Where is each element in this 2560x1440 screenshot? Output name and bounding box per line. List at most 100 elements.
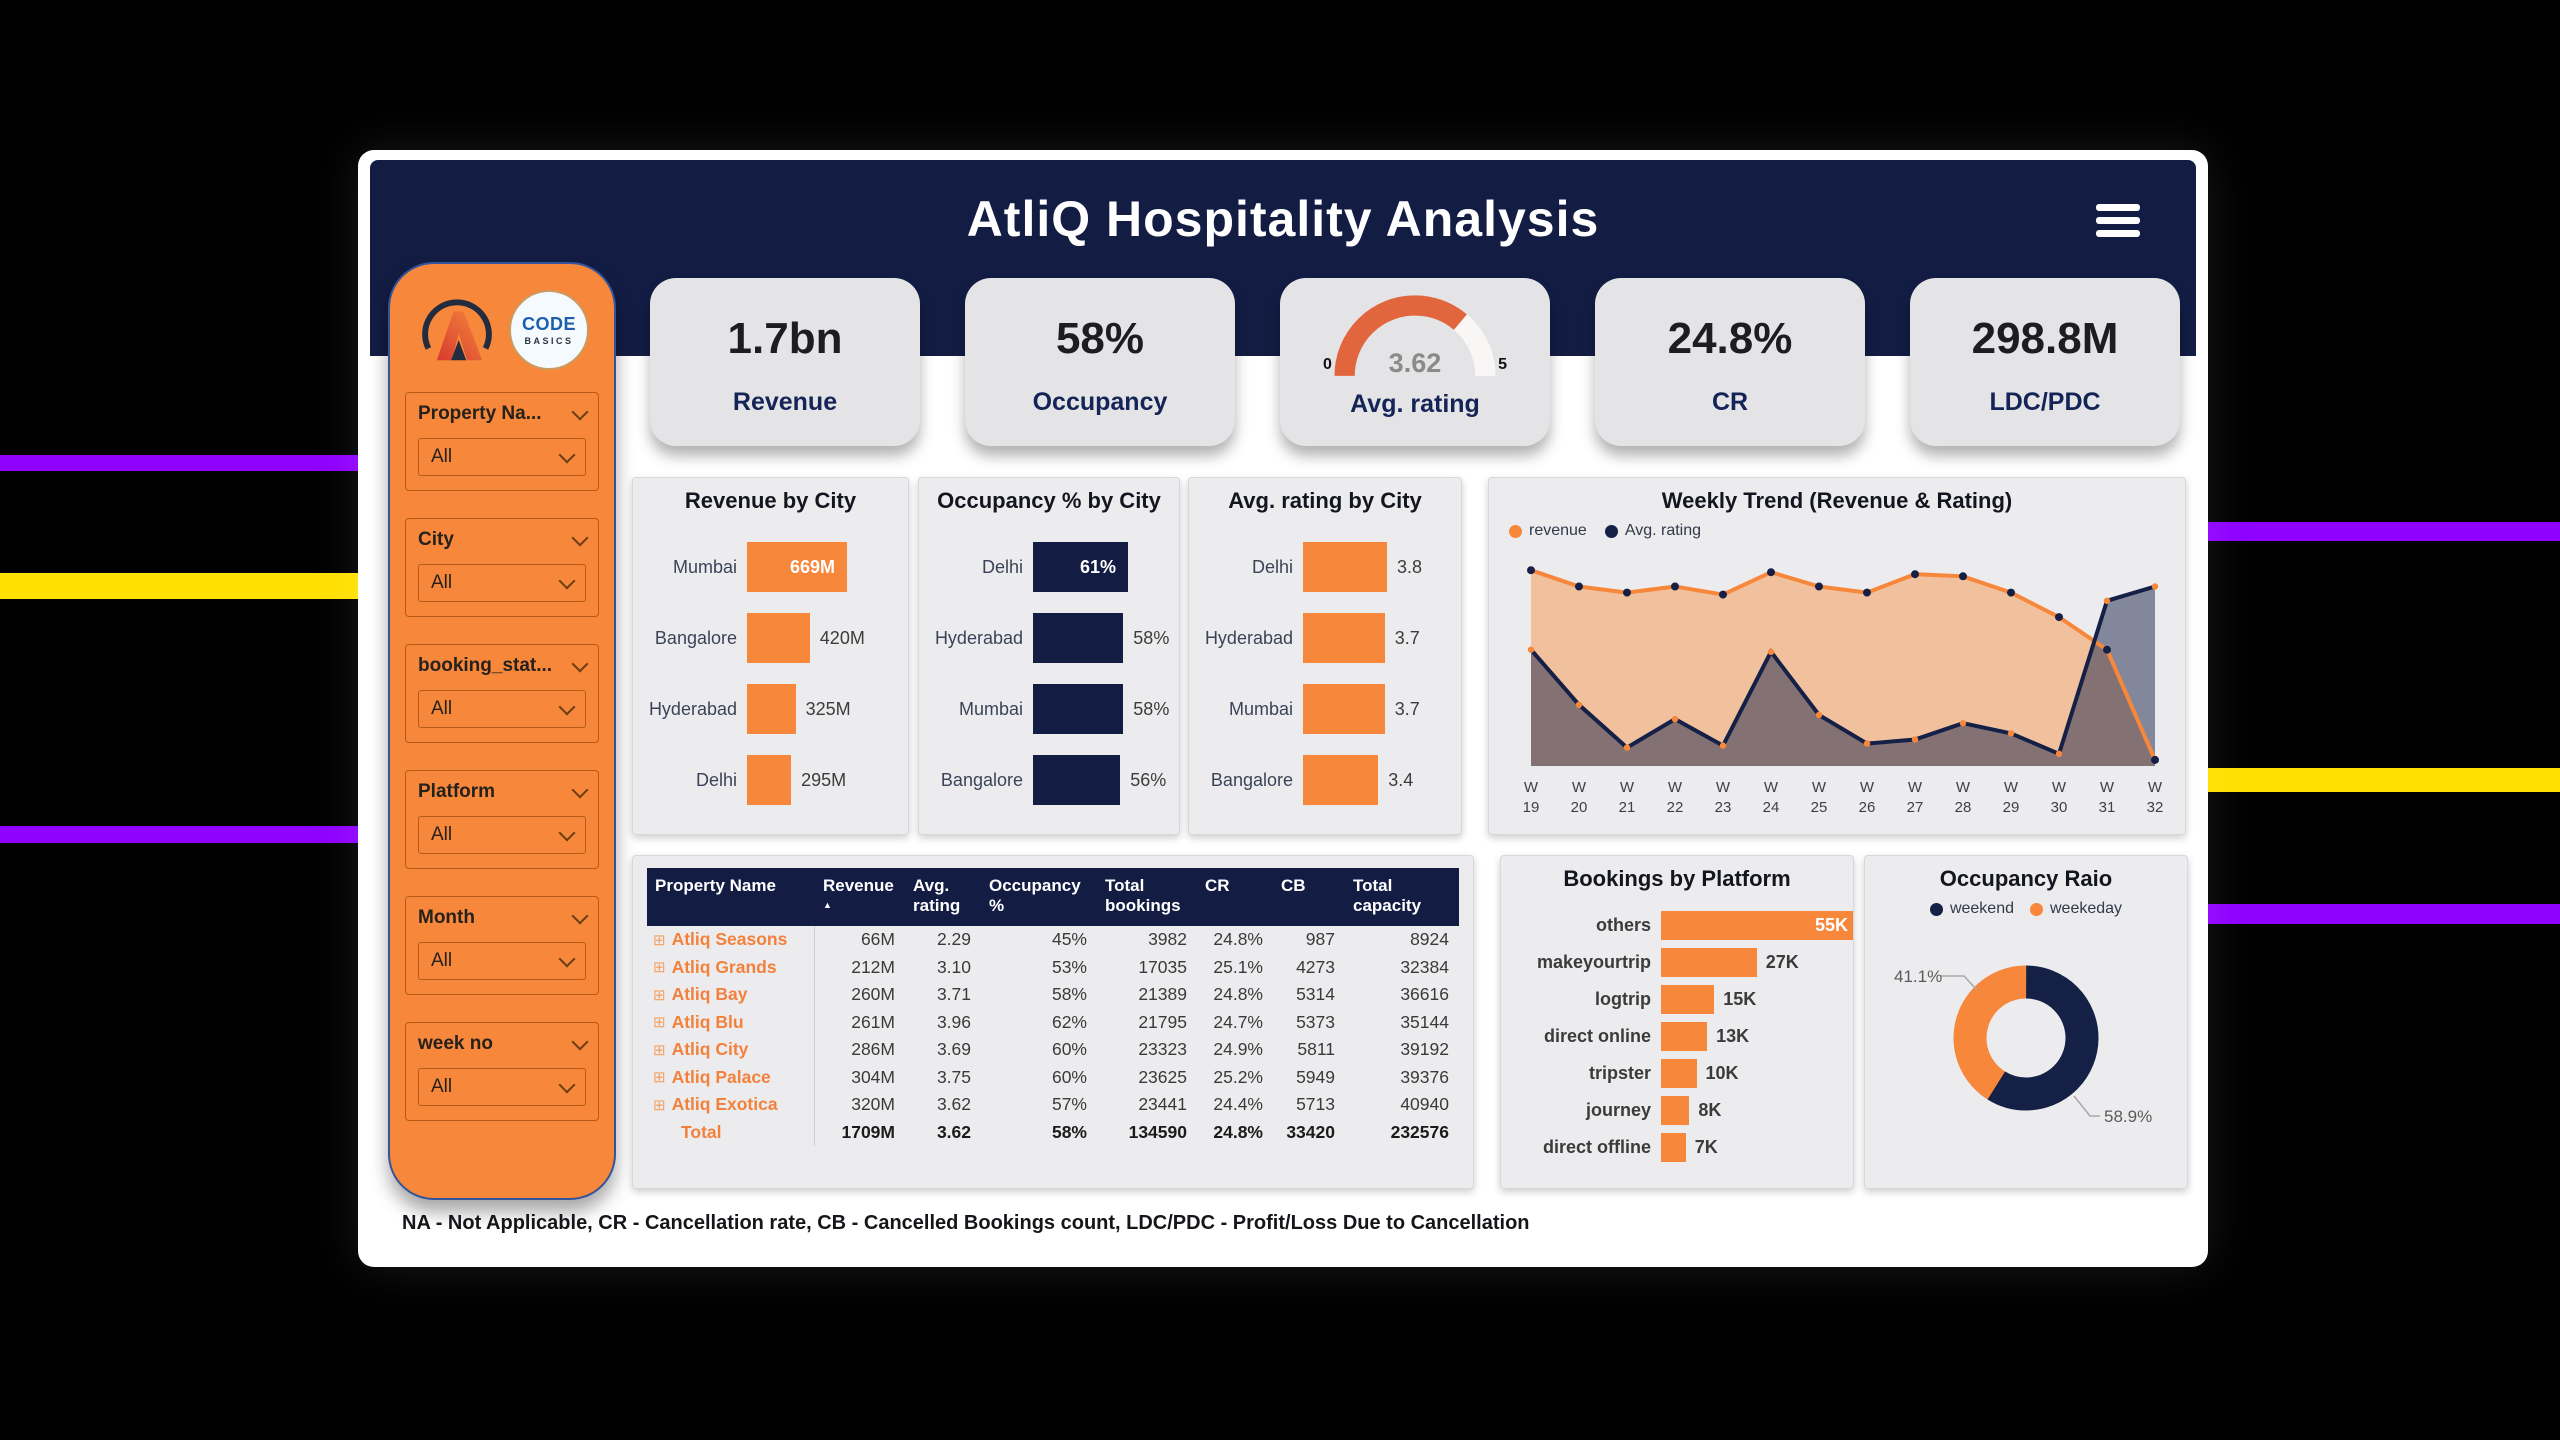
bar-delhi[interactable] — [747, 755, 792, 805]
chevron-down-icon — [571, 781, 589, 798]
table-cell: 21389 — [1138, 984, 1187, 1005]
menu-icon[interactable] — [2096, 204, 2140, 243]
bar-tripster[interactable] — [1661, 1058, 1697, 1088]
category-label: Bangalore — [1210, 769, 1293, 790]
expand-icon[interactable]: ⊞ — [653, 1041, 666, 1059]
column-header-revenue[interactable]: Revenue ▲ — [815, 868, 905, 926]
filter-group-week-no: week no All — [405, 1022, 599, 1121]
filter-label: Month — [418, 907, 475, 928]
kpi-card-cr: 24.8% CR — [1595, 278, 1865, 446]
bar-delhi[interactable]: 61% — [1033, 542, 1128, 592]
filter-select[interactable]: All — [418, 816, 586, 854]
table-cell: 57% — [1051, 1094, 1087, 1115]
legend-dot — [1509, 524, 1522, 538]
table-row: ⊞ Atliq Bay 260M 3.71 58% 21389 24.8% 5314 36616 — [647, 981, 1459, 1009]
filter-value: All — [431, 572, 453, 593]
value-label: 8K — [1698, 1099, 1722, 1120]
property-name-cell: ⊞ Atliq Bay — [647, 981, 815, 1009]
table-cell: 24.8% — [1213, 1121, 1263, 1142]
bar-mumbai[interactable]: 669M — [747, 542, 847, 592]
value-label: 61% — [1079, 556, 1116, 577]
filter-select[interactable]: All — [418, 438, 586, 476]
weekly-trend-chart[interactable]: W 19 W 20 W 21 W 22 W 23 W 24 W 25 W 26 W 27 W 28 W 29 W 30 W 31 W… — [1497, 540, 2185, 829]
column-header-total-bookings[interactable]: Total bookings — [1105, 876, 1181, 916]
bar-delhi[interactable] — [1303, 542, 1387, 592]
expand-icon[interactable]: ⊞ — [653, 986, 666, 1004]
table-row: ⊞ Atliq Blu 261M 3.96 62% 21795 24.7% 5373 35144 — [647, 1008, 1459, 1037]
bar-bangalore[interactable] — [1033, 755, 1121, 805]
trend-legend: revenue Avg. rating — [1489, 514, 2185, 540]
filter-header[interactable]: City — [418, 529, 589, 551]
bar-hyderabad[interactable] — [1033, 613, 1124, 663]
property-name: Atliq Blu — [671, 1011, 744, 1032]
filter-header[interactable]: week no — [418, 1033, 589, 1055]
svg-text:W: W — [1956, 779, 1971, 796]
filter-select[interactable]: All — [418, 1068, 586, 1106]
bar-direct-online[interactable] — [1661, 1021, 1708, 1051]
column-header-total-capacity[interactable]: Total capacity — [1353, 876, 1422, 916]
svg-text:23: 23 — [1715, 799, 1732, 816]
occupancy-ratio-donut[interactable]: 41.1% 58.9% — [1865, 920, 2187, 1152]
filter-value: All — [431, 698, 453, 719]
legend-item-avg-rating: Avg. rating — [1604, 522, 1701, 540]
column-header-avg-rating[interactable]: Avg. rating — [913, 876, 961, 916]
category-label: others — [1595, 914, 1651, 935]
bar-others[interactable]: 55K — [1661, 910, 1853, 940]
svg-text:W: W — [1620, 779, 1635, 796]
decor-stripe-yellow-left — [0, 573, 358, 599]
expand-icon[interactable]: ⊞ — [653, 1096, 666, 1114]
card-rating-by-city: Avg. rating by City Delhi 3.8 Hyderabad 3… — [1188, 477, 1462, 835]
codebasics-logo: CODE BASICS — [509, 290, 589, 370]
filter-select[interactable]: All — [418, 564, 586, 602]
table-cell: 45% — [1051, 929, 1087, 950]
bar-bangalore[interactable] — [747, 613, 810, 663]
bar-bangalore[interactable] — [1303, 755, 1379, 805]
table-cell: 5713 — [1296, 1094, 1335, 1115]
legend-dot — [1929, 902, 1943, 916]
filter-select[interactable]: All — [418, 942, 586, 980]
bar-mumbai[interactable] — [1303, 684, 1385, 734]
codebasics-text: CODE — [521, 314, 576, 334]
bar-makeyourtrip[interactable] — [1661, 947, 1757, 977]
filter-group-platform: Platform All — [405, 770, 599, 869]
svg-text:W: W — [2100, 779, 2115, 796]
expand-icon[interactable]: ⊞ — [653, 959, 666, 977]
expand-icon[interactable]: ⊞ — [653, 1069, 666, 1087]
expand-icon[interactable]: ⊞ — [653, 931, 666, 949]
chart-title: Weekly Trend (Revenue & Rating) — [1661, 488, 2013, 513]
bar-row: Hyderabad 58% — [919, 609, 1179, 667]
column-header-cb[interactable]: CB — [1281, 876, 1306, 895]
column-header-occupancy[interactable]: Occupancy % — [989, 876, 1081, 916]
bar-journey[interactable] — [1661, 1095, 1690, 1125]
column-header-property-name[interactable]: Property Name — [655, 876, 776, 895]
table-cell: 3.71 — [936, 984, 971, 1005]
filter-header[interactable]: Month — [418, 907, 589, 929]
table-cell: 32384 — [1400, 956, 1449, 977]
filter-label: City — [418, 529, 454, 550]
chevron-down-icon — [558, 1076, 576, 1093]
decor-stripe-yellow-right — [2208, 768, 2560, 792]
bar-direct-offline[interactable] — [1661, 1132, 1686, 1162]
bar-mumbai[interactable] — [1033, 684, 1124, 734]
column-header-cr[interactable]: CR — [1205, 876, 1230, 895]
chart-occupancy-city: Delhi 61% Hyderabad 58% Mumbai 58% Bangalo… — [919, 514, 1179, 809]
expand-icon[interactable]: ⊞ — [653, 1014, 666, 1032]
value-label: 15K — [1723, 988, 1757, 1009]
filter-select[interactable]: All — [418, 690, 586, 728]
table-cell: 3.62 — [936, 1094, 971, 1115]
bar-hyderabad[interactable] — [1303, 613, 1385, 663]
bar-hyderabad[interactable] — [747, 684, 796, 734]
legend-dot — [2030, 902, 2043, 916]
bar-logtrip[interactable] — [1661, 984, 1715, 1014]
property-name-cell: ⊞ Atliq Palace — [647, 1063, 815, 1092]
filter-header[interactable]: booking_stat... — [418, 655, 589, 677]
legend-label: weekeday — [2050, 900, 2123, 917]
chart-title: Avg. rating by City — [1228, 488, 1422, 513]
card-bookings-by-platform: Bookings by Platform others 55K makeyour… — [1500, 855, 1854, 1189]
filter-header[interactable]: Platform — [418, 781, 589, 803]
filter-header[interactable]: Property Na... — [418, 403, 589, 425]
legend-item-weekeday: weekeday — [2030, 900, 2122, 918]
value-label: 13K — [1716, 1025, 1750, 1046]
property-name-cell: ⊞ Atliq Blu — [647, 1008, 815, 1037]
chevron-down-icon — [571, 655, 589, 672]
